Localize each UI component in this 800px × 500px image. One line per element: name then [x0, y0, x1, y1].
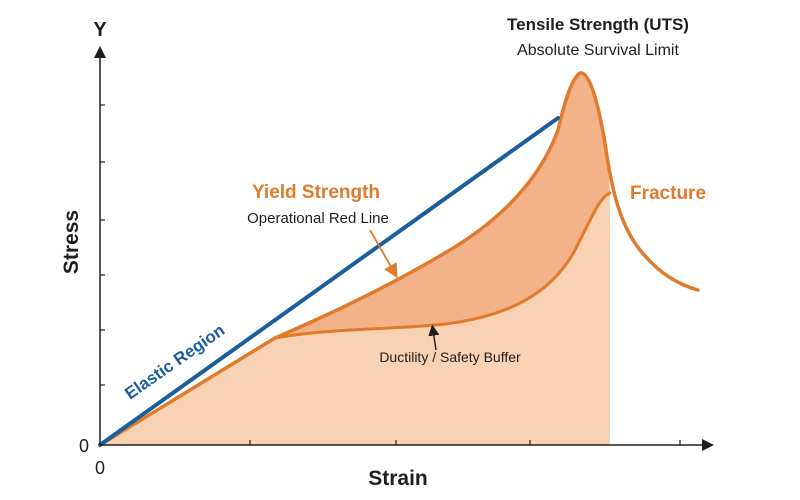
origin-y-label: 0: [79, 436, 89, 456]
yield-pointer-arrow: [369, 229, 398, 279]
yield-strength-subtitle: Operational Red Line: [247, 210, 389, 227]
y-axis-label: Stress: [60, 210, 83, 274]
x-axis-ticks: [249, 440, 681, 445]
uts-title: Tensile Strength (UTS): [507, 15, 689, 34]
origin-x-label: 0: [95, 458, 105, 478]
safety-fill-area: [100, 193, 610, 445]
y-axis-letter: Y: [93, 19, 107, 41]
uts-subtitle: Absolute Survival Limit: [517, 42, 679, 59]
ductility-pointer-arrow: [428, 324, 440, 351]
ductility-band-fill: [275, 72, 610, 338]
stress-strain-curve-orange: [98, 71, 700, 447]
fracture-label: Fracture: [630, 183, 706, 204]
ductility-label: Ductility / Safety Buffer: [379, 349, 521, 365]
yield-strength-title: Yield Strength: [252, 182, 380, 203]
elastic-line: [98, 116, 560, 447]
x-axis-label: Strain: [368, 467, 428, 490]
ductility-curve: [273, 191, 612, 340]
y-axis-ticks: [100, 104, 105, 386]
